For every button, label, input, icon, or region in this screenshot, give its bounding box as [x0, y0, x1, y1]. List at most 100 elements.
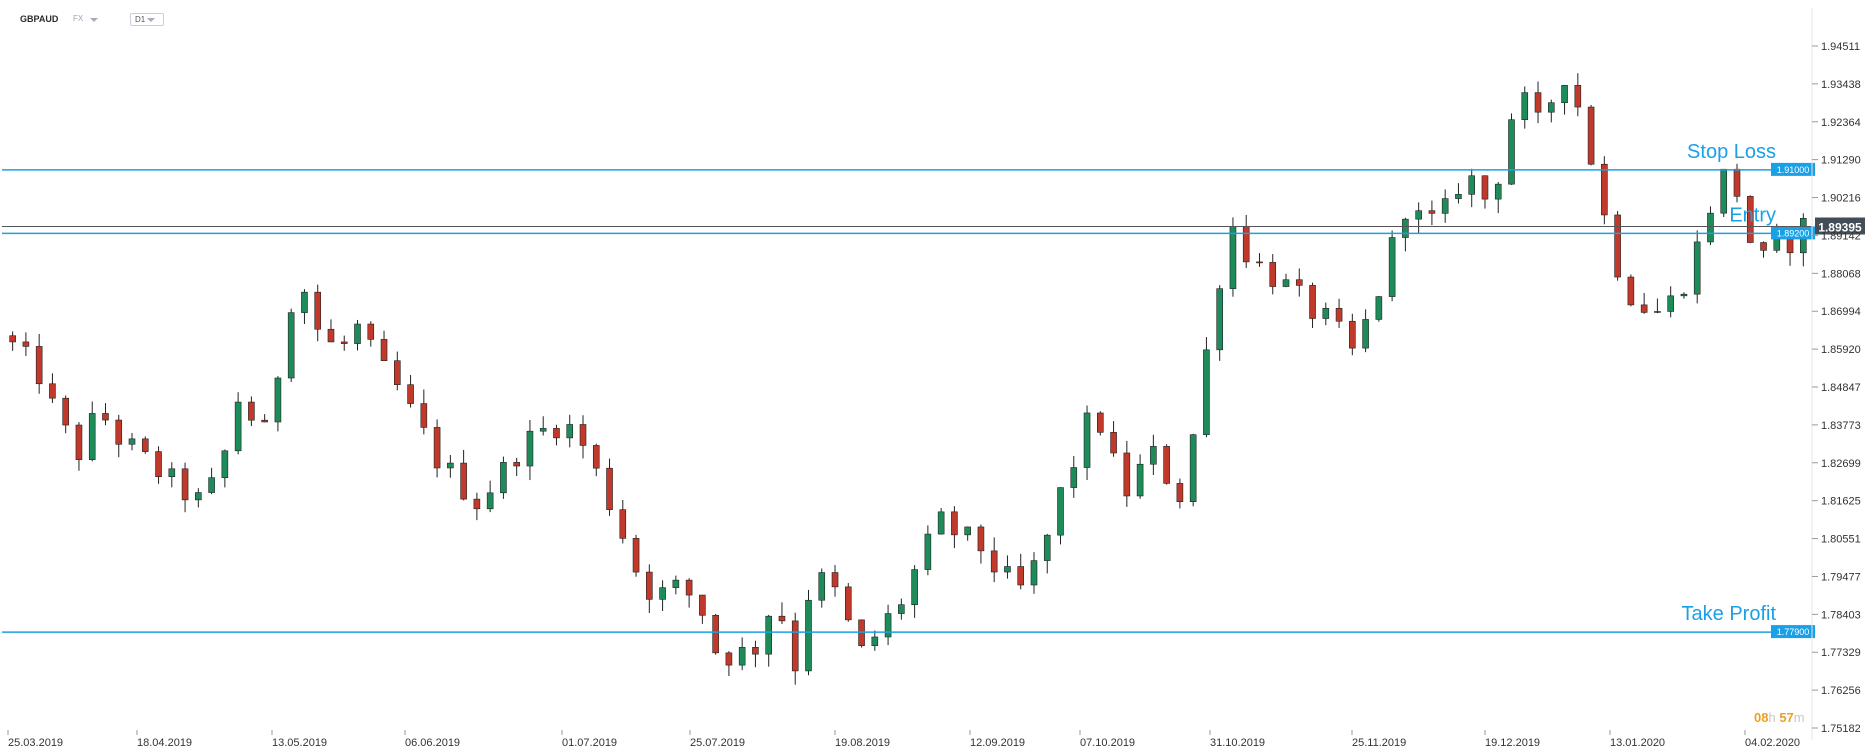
candle-body	[155, 451, 162, 477]
candle-body	[1733, 168, 1741, 197]
candle-body	[1720, 168, 1728, 214]
candle-body	[579, 424, 587, 446]
y-tick-label: 1.89142	[1821, 230, 1861, 242]
y-tick-label: 1.77329	[1821, 647, 1861, 659]
candle-body	[1229, 226, 1237, 289]
level-price-tag	[1771, 625, 1815, 639]
candle-body	[1402, 218, 1409, 238]
candle-body	[1216, 288, 1223, 351]
candle-body	[1680, 293, 1688, 297]
y-axis: 1.94511 1.93438 1.92364 1.91290 1.90216 1.891…	[1811, 8, 1861, 740]
candle-body	[1640, 304, 1648, 313]
level-price-tag	[1771, 226, 1815, 240]
candle-body	[49, 383, 56, 399]
symbol-label[interactable]: GBPAUD	[20, 14, 59, 24]
y-tick-label: 1.84847	[1821, 382, 1861, 394]
candle-body	[1375, 296, 1383, 320]
candle-body	[1508, 119, 1515, 185]
level-price-tag	[1771, 162, 1815, 176]
candle-body	[685, 579, 693, 596]
y-tick-label: 1.86994	[1821, 306, 1861, 318]
candle-body	[1667, 295, 1674, 312]
y-tick-label: 1.83773	[1821, 420, 1861, 432]
candle-body	[208, 477, 215, 493]
candle-body	[725, 652, 733, 666]
market-label: FX	[73, 14, 84, 23]
candle-body	[274, 377, 282, 423]
candle-body	[1614, 214, 1621, 278]
candle-body	[1004, 566, 1011, 573]
candle-body	[566, 424, 574, 439]
candle-body	[1295, 279, 1303, 286]
x-tick-label: 13.01.2020	[1610, 737, 1665, 749]
candle-body	[327, 328, 335, 343]
candle-body	[314, 291, 322, 330]
candle-body	[752, 647, 759, 655]
candle-body	[1601, 163, 1608, 216]
candles	[9, 73, 1807, 685]
x-tick-label: 07.10.2019	[1080, 737, 1135, 749]
candle-body	[937, 511, 945, 535]
y-tick-label: 1.92364	[1821, 117, 1861, 129]
candle-body	[1534, 92, 1542, 113]
y-tick-label: 1.76256	[1821, 685, 1861, 697]
candle-body	[990, 550, 998, 573]
candle-body	[195, 492, 202, 501]
y-tick-label: 1.85920	[1821, 344, 1861, 356]
candle-body	[964, 526, 971, 536]
candle-body	[1335, 308, 1343, 322]
timeframe-dropdown-icon[interactable]	[147, 18, 155, 22]
candle-body	[1123, 452, 1131, 497]
candle-body	[75, 424, 83, 460]
candle-body	[1415, 210, 1422, 220]
candle-body	[1587, 106, 1595, 165]
candle-body	[1189, 434, 1197, 502]
candle-body	[115, 419, 123, 445]
candle-body	[1150, 446, 1157, 465]
candle-body	[88, 413, 96, 460]
y-tick-label: 1.93438	[1821, 79, 1861, 91]
candle-body	[1256, 261, 1263, 264]
candle-body	[951, 511, 958, 536]
candle-body	[1070, 467, 1078, 488]
candle-body	[367, 323, 375, 340]
x-tick-label: 25.07.2019	[690, 737, 745, 749]
candle-body	[1574, 85, 1582, 108]
candle-body	[553, 428, 560, 439]
candle-body	[1203, 349, 1210, 435]
candle-body	[898, 604, 905, 614]
level-price-label: 1.91000	[1777, 165, 1810, 175]
candle-body	[380, 339, 388, 362]
y-tick-label: 1.75182	[1821, 723, 1861, 735]
candle-body	[1163, 446, 1170, 484]
candle-body	[977, 526, 985, 552]
candle-body	[168, 468, 176, 477]
x-tick-label: 25.11.2019	[1352, 737, 1406, 749]
candle-body	[62, 397, 69, 426]
y-tick-label: 1.82699	[1821, 458, 1861, 470]
candle-body	[619, 509, 627, 539]
candle-body	[844, 586, 852, 621]
candle-body	[513, 462, 520, 467]
last-price-tag	[1815, 217, 1865, 235]
candle-body	[1269, 262, 1277, 287]
candle-body	[699, 594, 706, 616]
candle-body	[420, 403, 428, 428]
candle-body	[1547, 102, 1555, 113]
x-tick-label: 31.10.2019	[1210, 737, 1265, 749]
candle-body	[1309, 285, 1316, 319]
x-tick-label: 19.08.2019	[835, 737, 890, 749]
candle-body	[1349, 320, 1356, 349]
candle-body	[646, 571, 653, 600]
candle-body	[433, 427, 441, 469]
timeframe-select[interactable]: D1	[130, 13, 165, 26]
candle-body	[141, 438, 149, 452]
candle-body	[234, 401, 242, 452]
candle-body	[1017, 566, 1025, 586]
candle-body	[924, 533, 932, 570]
candle-body	[1521, 92, 1529, 120]
y-tick-label: 1.78403	[1821, 609, 1861, 621]
market-dropdown-icon[interactable]	[90, 18, 98, 22]
candle-body	[1428, 210, 1436, 214]
